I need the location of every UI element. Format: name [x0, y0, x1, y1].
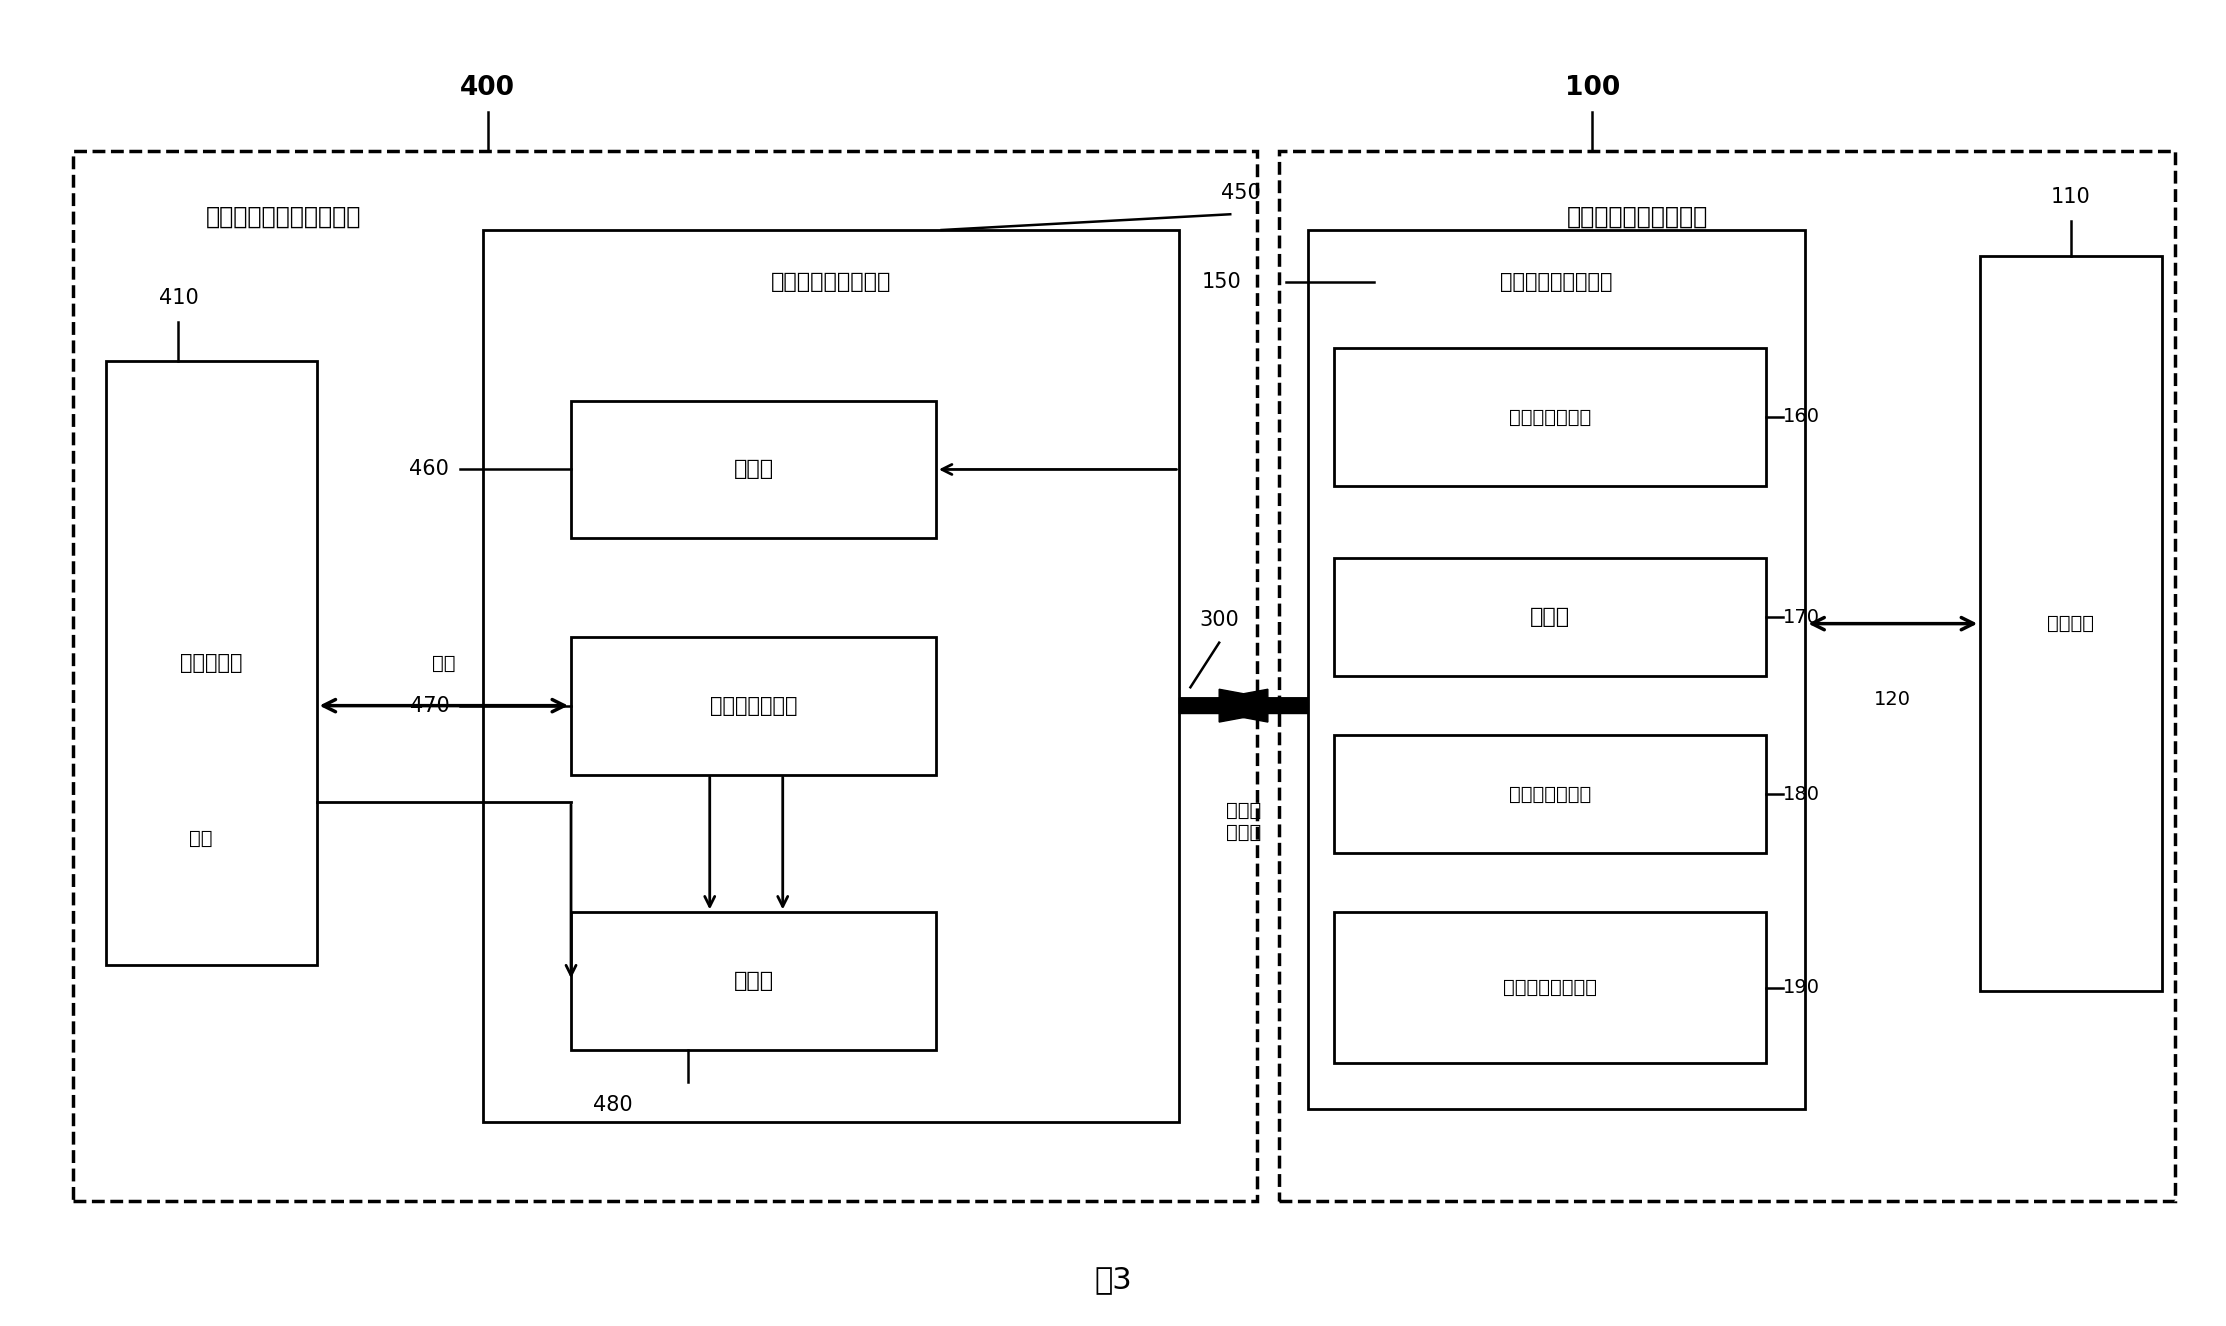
Text: 160: 160	[1783, 407, 1821, 427]
Bar	[1333, 558, 1765, 676]
Text: 300: 300	[1200, 610, 1240, 630]
Text: 410: 410	[158, 288, 198, 308]
Text: 170: 170	[1783, 607, 1821, 627]
Bar	[73, 151, 1258, 1201]
Bar	[572, 636, 935, 774]
Text: 序列传输接口控制器: 序列传输接口控制器	[770, 272, 890, 293]
Text: 比较器: 比较器	[735, 971, 775, 992]
Text: 位址: 位址	[189, 829, 211, 849]
Text: 180: 180	[1783, 785, 1821, 804]
Text: 460: 460	[410, 460, 450, 480]
Text: 序列传
输接口: 序列传 输接口	[1227, 801, 1262, 842]
FancyArrow shape	[1180, 690, 1307, 723]
Bar	[1333, 912, 1765, 1063]
Text: 图3: 图3	[1095, 1265, 1131, 1294]
Text: 第二位址缓存器: 第二位址缓存器	[1509, 785, 1592, 804]
Text: 序列传输接口解码器: 序列传输接口解码器	[1500, 272, 1614, 293]
Text: 190: 190	[1783, 979, 1821, 997]
Text: 470: 470	[410, 696, 450, 716]
Bar	[107, 361, 316, 965]
Bar	[1333, 349, 1765, 485]
Text: 资料: 资料	[432, 654, 456, 674]
Text: 480: 480	[592, 1095, 632, 1115]
Text: 序列传输接口的仆装置: 序列传输接口的仆装置	[1567, 206, 1707, 229]
Text: 序列传输接口的主控装置: 序列传输接口的主控装置	[207, 206, 361, 229]
Text: 储存装置控制器: 储存装置控制器	[1509, 407, 1592, 427]
Text: 储存装置: 储存装置	[2048, 614, 2095, 633]
Bar	[572, 400, 935, 538]
Text: 110: 110	[2050, 187, 2090, 207]
Text: 编码器: 编码器	[735, 460, 775, 480]
Bar	[1280, 151, 2175, 1201]
Bar	[572, 912, 935, 1050]
Text: 120: 120	[1874, 691, 1912, 709]
Bar	[483, 229, 1180, 1122]
Text: 100: 100	[1565, 76, 1621, 101]
Text: 解码器: 解码器	[1529, 607, 1569, 627]
Bar	[1333, 735, 1765, 853]
Text: 400: 400	[461, 76, 514, 101]
Text: 预撷取资料缓存器: 预撷取资料缓存器	[1503, 979, 1596, 997]
FancyArrow shape	[1180, 690, 1307, 723]
Bar	[1307, 229, 1805, 1109]
Text: 450: 450	[1222, 183, 1262, 203]
Text: 第一位址缓存器: 第一位址缓存器	[710, 696, 797, 716]
Text: 微控制单元: 微控制单元	[180, 652, 243, 674]
Bar	[1981, 256, 2161, 991]
Text: 150: 150	[1202, 272, 1242, 293]
